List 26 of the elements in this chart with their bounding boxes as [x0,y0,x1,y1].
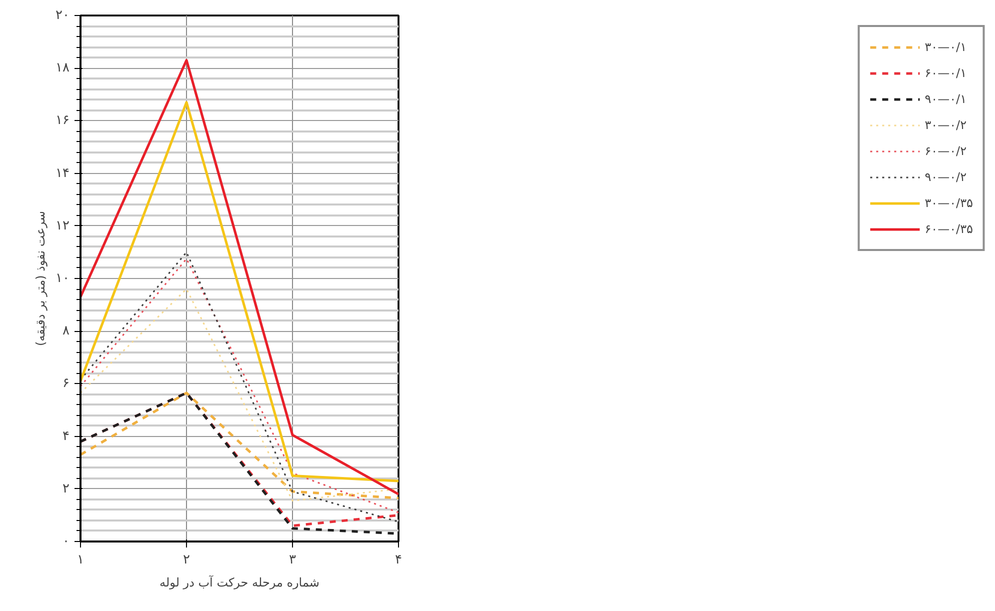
y-tick-label: ۱۸ [56,60,70,76]
y-tick-label: ۱۴ [56,166,70,181]
x-tick-label: ۲ [183,552,190,568]
y-tick-label: ۶ [62,376,70,392]
y-tick-label: ۲۰ [56,8,70,23]
x-tick-label: ۱ [77,552,84,568]
y-tick-label: ۸ [62,324,70,339]
y-tick-label: ۱۶ [56,113,70,128]
y-tick-label: ۱۲ [56,218,70,234]
legend-label: ۹۰—۰/۱ [924,92,967,106]
y-tick-label: ۴ [62,428,70,444]
y-tick-label: ۲ [62,481,70,496]
legend-label: ۳۰—۰/۳۵ [924,196,973,210]
legend-label: ۳۰—۰/۲ [924,118,967,132]
y-tick-label: ۰ [62,534,70,549]
legend-label: ۶۰—۰/۲ [924,144,967,158]
line-series [80,392,398,500]
x-tick-label: ۳ [289,552,296,568]
y-axis-title: سرعت نفوذ (متر بر دقیقه) [34,210,48,346]
x-tick-label: ۴ [395,552,402,568]
x-axis-title: شماره مرحله حرکت آب در لوله [160,574,320,590]
legend-label: ۶۰—۰/۳۵ [924,222,973,236]
y-tick-label: ۱۰ [56,271,70,286]
legend-label: ۳۰—۰/۱ [924,40,967,54]
legend-label: ۹۰—۰/۲ [924,170,967,184]
legend-label: ۶۰—۰/۱ [924,66,967,80]
